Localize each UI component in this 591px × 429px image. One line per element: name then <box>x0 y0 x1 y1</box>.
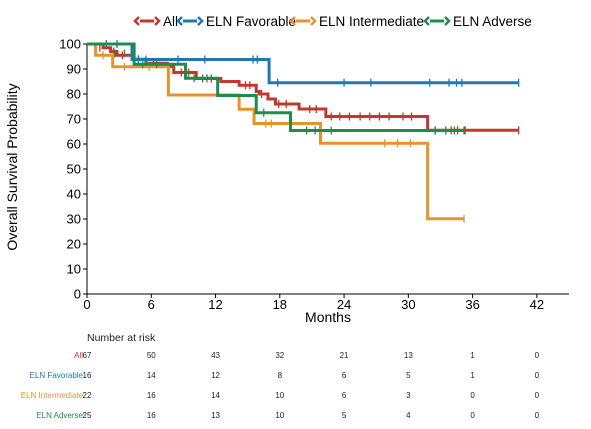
risk-count: 1 <box>470 371 475 380</box>
risk-count: 0 <box>535 371 540 380</box>
risk-count: 10 <box>275 411 284 420</box>
risk-count: 32 <box>275 351 284 360</box>
risk-count: 10 <box>275 391 284 400</box>
risk-count: 6 <box>342 371 347 380</box>
series-all <box>87 42 520 135</box>
risk-row-eln-adverse: ELN Adverse 25 16 13 10 5 4 0 0 <box>36 411 539 420</box>
risk-count: 5 <box>406 371 411 380</box>
x-axis: 0 6 12 18 24 30 36 42 <box>83 293 569 312</box>
risk-count: 13 <box>404 351 413 360</box>
legend-label: ELN Favorable <box>206 14 296 29</box>
legend-arrow-right <box>154 16 161 26</box>
risk-count: 13 <box>211 411 220 420</box>
risk-count: 12 <box>211 371 220 380</box>
risk-count: 1 <box>470 351 475 360</box>
y-tick-label: 70 <box>67 112 81 127</box>
risk-count: 0 <box>470 411 475 420</box>
legend-item-eln-adverse: ELN Adverse <box>423 14 532 29</box>
x-tick-label: 12 <box>208 297 222 312</box>
plot-area <box>87 40 520 223</box>
legend-label: ELN Intermediate <box>319 14 424 29</box>
y-axis: 0 10 20 30 40 50 60 70 80 90 100 <box>59 37 88 302</box>
y-tick-label: 40 <box>67 187 81 202</box>
x-tick-label: 42 <box>530 297 544 312</box>
legend-item-eln-intermediate: ELN Intermediate <box>289 14 424 29</box>
x-tick-label: 0 <box>83 297 90 312</box>
x-tick-label: 30 <box>401 297 415 312</box>
legend-arrow-left <box>133 16 140 26</box>
risk-count: 3 <box>406 391 411 400</box>
risk-row-label: All <box>74 351 83 360</box>
risk-count: 21 <box>340 351 349 360</box>
y-tick-label: 0 <box>74 287 81 302</box>
y-tick-label: 50 <box>67 162 81 177</box>
risk-count: 16 <box>83 371 92 380</box>
legend-arrow-left <box>289 16 296 26</box>
risk-table-title: Number at risk <box>87 332 156 344</box>
risk-count: 16 <box>147 411 156 420</box>
legend-arrow-right <box>444 16 451 26</box>
risk-row-label: ELN Favorable <box>30 371 84 380</box>
x-tick-label: 36 <box>465 297 479 312</box>
y-tick-label: 60 <box>67 137 81 152</box>
risk-row-eln-favorable: ELN Favorable 16 14 12 8 6 5 1 0 <box>30 371 540 380</box>
y-tick-label: 90 <box>67 62 81 77</box>
y-tick-label: 100 <box>59 37 81 52</box>
risk-count: 0 <box>535 411 540 420</box>
legend-arrow-right <box>310 16 317 26</box>
legend: All ELN Favorable ELN Intermediate ELN Adve… <box>133 14 532 29</box>
x-axis-label: Months <box>305 309 351 325</box>
x-tick-label: 18 <box>273 297 287 312</box>
legend-label: All <box>163 14 178 29</box>
series-eln-intermediate <box>87 42 465 223</box>
risk-count: 14 <box>211 391 220 400</box>
legend-arrow-right <box>197 16 204 26</box>
risk-count: 4 <box>406 411 411 420</box>
risk-count: 22 <box>83 391 92 400</box>
y-tick-label: 80 <box>67 87 81 102</box>
risk-count: 0 <box>535 391 540 400</box>
risk-count: 16 <box>147 391 156 400</box>
legend-label: ELN Adverse <box>453 14 532 29</box>
x-tick-label: 6 <box>148 297 155 312</box>
risk-row-label: ELN Intermediate <box>21 391 84 400</box>
risk-row-label: ELN Adverse <box>36 411 83 420</box>
y-tick-label: 10 <box>67 262 81 277</box>
risk-count: 0 <box>535 351 540 360</box>
risk-count: 25 <box>83 411 92 420</box>
risk-count: 67 <box>83 351 92 360</box>
y-tick-label: 20 <box>67 237 81 252</box>
y-tick-label: 30 <box>67 212 81 227</box>
risk-count: 8 <box>278 371 283 380</box>
risk-count: 43 <box>211 351 220 360</box>
risk-count: 14 <box>147 371 156 380</box>
legend-arrow-left <box>176 16 183 26</box>
risk-count: 0 <box>470 391 475 400</box>
legend-item-all: All <box>133 14 178 29</box>
legend-item-eln-favorable: ELN Favorable <box>176 14 296 29</box>
risk-count: 50 <box>147 351 156 360</box>
risk-row-eln-intermediate: ELN Intermediate 22 16 14 10 6 3 0 0 <box>21 391 540 400</box>
risk-row-all: All 67 50 43 32 21 13 1 0 <box>74 351 540 360</box>
survival-curve-eln-adverse <box>87 42 465 132</box>
legend-arrow-left <box>423 16 430 26</box>
x-tick-label: 24 <box>337 297 351 312</box>
series-eln-adverse <box>87 42 465 135</box>
risk-count: 6 <box>342 391 347 400</box>
y-axis-label: Overall Survival Probability <box>4 83 20 250</box>
risk-count: 5 <box>342 411 347 420</box>
survival-curve-eln-intermediate <box>87 42 465 221</box>
survival-curve-all <box>87 42 519 132</box>
